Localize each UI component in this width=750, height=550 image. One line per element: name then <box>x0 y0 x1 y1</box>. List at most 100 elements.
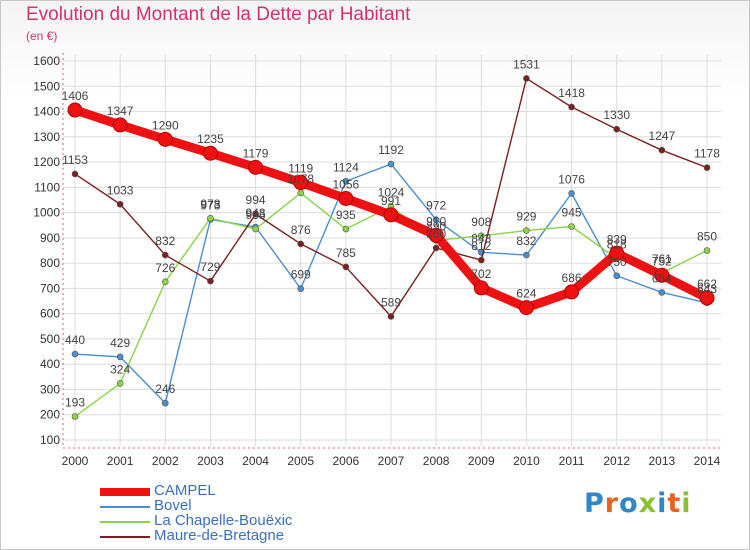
data-label: 1178 <box>694 147 720 161</box>
data-point <box>248 159 264 175</box>
series-lines <box>67 75 715 420</box>
data-label: 1078 <box>287 172 314 186</box>
data-label: 1153 <box>62 153 88 167</box>
data-label: 702 <box>471 267 491 281</box>
data-point <box>297 189 305 197</box>
data-point <box>161 399 169 407</box>
data-label: 972 <box>426 199 446 213</box>
legend-swatch <box>100 506 150 508</box>
data-label: 429 <box>110 336 130 350</box>
data-label: 1124 <box>333 160 359 174</box>
data-label: 991 <box>381 194 401 208</box>
data-point <box>432 244 440 252</box>
data-point <box>523 251 530 259</box>
data-point <box>71 170 79 178</box>
data-point <box>207 214 214 222</box>
x-tick-label: 2012 <box>603 454 630 468</box>
data-point <box>71 350 79 358</box>
data-label: 246 <box>155 382 175 396</box>
data-label: 1347 <box>107 104 134 118</box>
data-label: 785 <box>336 246 356 260</box>
data-point <box>161 251 169 259</box>
data-point <box>157 131 173 147</box>
data-point <box>568 103 575 111</box>
data-point <box>116 380 124 387</box>
data-label: 193 <box>65 396 85 410</box>
data-label: 890 <box>426 219 446 233</box>
y-tick-label: 700 <box>40 281 60 295</box>
data-labels: 1406 1347 1290 1235 1179 1119 1056 991 910 702 624… <box>62 57 721 409</box>
x-tick-label: 2013 <box>649 454 676 468</box>
legend-label: CAMPEL <box>154 482 216 499</box>
data-point <box>252 225 259 233</box>
data-point <box>523 75 530 82</box>
data-point <box>473 280 489 296</box>
data-label: 876 <box>291 223 311 237</box>
x-tick-label: 2006 <box>333 454 360 468</box>
data-point <box>293 175 309 191</box>
data-label: 729 <box>200 260 220 274</box>
y-tick-label: 1100 <box>34 180 60 194</box>
data-label: 850 <box>697 230 717 244</box>
legend-label: Bovel <box>154 497 192 514</box>
data-point <box>654 267 670 283</box>
x-tick-label: 2009 <box>468 454 495 468</box>
axes: 1002003004005006007008009001000110012001… <box>33 53 721 468</box>
data-point <box>342 225 350 233</box>
data-label: 812 <box>471 239 491 253</box>
legend-label: Maure-de-Bretagne <box>154 527 285 544</box>
x-tick-label: 2008 <box>423 454 450 468</box>
x-tick-label: 2000 <box>62 454 89 468</box>
x-tick-label: 2007 <box>378 454 405 468</box>
data-label: 699 <box>291 268 311 282</box>
data-label: 943 <box>246 206 266 220</box>
y-tick-label: 100 <box>40 433 60 447</box>
data-point <box>613 125 621 133</box>
data-label: 1406 <box>62 89 89 103</box>
chart-subtitle: (en €) <box>26 29 58 43</box>
x-tick-label: 2005 <box>287 454 314 468</box>
y-tick-label: 300 <box>40 382 60 396</box>
data-point <box>342 177 350 185</box>
data-point <box>202 145 218 161</box>
logo-letter: i <box>681 488 692 519</box>
grid-lines <box>63 55 721 446</box>
data-point <box>658 289 666 296</box>
x-tick-label: 2004 <box>242 454 269 468</box>
data-label: 973 <box>200 198 220 212</box>
data-point <box>252 210 259 218</box>
y-tick-label: 800 <box>40 256 60 270</box>
data-label: 1024 <box>378 186 405 200</box>
data-label: 761 <box>652 252 672 266</box>
data-point <box>387 313 395 320</box>
y-tick-label: 1200 <box>33 155 60 169</box>
data-label: 1119 <box>288 162 313 176</box>
data-label: 935 <box>336 208 356 222</box>
data-point <box>383 207 399 223</box>
y-tick-label: 600 <box>40 307 60 321</box>
data-label: 945 <box>562 205 582 219</box>
data-point <box>568 223 575 230</box>
logo-letter: i <box>657 488 668 519</box>
data-label: 726 <box>155 261 175 275</box>
y-tick-label: 1000 <box>33 206 60 220</box>
data-point <box>342 263 350 271</box>
data-point <box>338 190 354 206</box>
data-label: 440 <box>65 333 85 347</box>
data-label: 1330 <box>603 108 630 122</box>
logo-letter: t <box>667 488 682 519</box>
data-label: 994 <box>246 193 266 207</box>
data-label: 908 <box>471 215 491 229</box>
data-label: 839 <box>607 232 627 246</box>
data-label: 589 <box>381 295 401 309</box>
data-point <box>207 277 214 285</box>
data-label: 1056 <box>333 177 360 191</box>
data-label: 1076 <box>558 172 585 186</box>
data-label: 662 <box>697 277 717 291</box>
x-tick-label: 2011 <box>559 454 585 468</box>
data-point <box>523 227 530 234</box>
logo-letter: x <box>638 488 658 519</box>
x-tick-label: 2003 <box>197 454 224 468</box>
y-tick-label: 1500 <box>33 79 60 93</box>
